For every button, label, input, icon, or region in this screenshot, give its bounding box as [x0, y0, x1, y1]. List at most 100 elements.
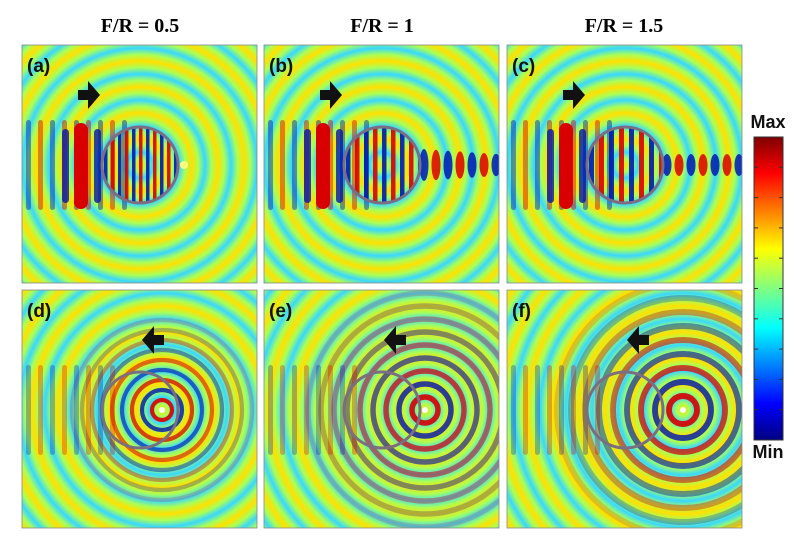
wave-ring	[383, 368, 467, 452]
source	[159, 407, 165, 413]
wave-stripe	[511, 120, 516, 210]
wave-ring	[652, 379, 714, 441]
panel-frame	[506, 44, 743, 284]
panel-label: (c)	[512, 56, 535, 77]
lens-outline	[100, 370, 180, 450]
wave-stripe	[74, 123, 88, 209]
wave-stripe	[511, 365, 516, 455]
wave-beam	[734, 154, 742, 176]
arrow	[563, 81, 585, 109]
wave-stripe	[535, 120, 540, 210]
wave-stripe	[174, 127, 178, 203]
wave-stripe	[547, 129, 554, 203]
lens-outline	[342, 125, 422, 205]
wave-stripe	[391, 127, 396, 203]
wave-stripe	[355, 127, 360, 203]
wave-stripe	[649, 127, 654, 203]
wave-stripe	[146, 127, 150, 203]
wave-beam	[467, 152, 477, 178]
panel: (d)	[22, 290, 257, 528]
wave-ring	[109, 357, 215, 463]
wave-stripe	[409, 127, 414, 203]
arrow	[142, 326, 164, 354]
wave-stripe	[74, 365, 79, 455]
panel-frame	[263, 289, 500, 529]
wave-stripe	[336, 129, 343, 203]
panel-label: (d)	[27, 301, 51, 322]
column-title: F/R = 0.5	[101, 15, 180, 37]
wave-ring	[79, 327, 245, 493]
colorbar-min: Min	[753, 442, 784, 462]
panel-frame	[21, 44, 258, 284]
wave-stripe	[595, 120, 600, 210]
arrow	[78, 81, 100, 109]
wave-stripe	[110, 365, 115, 455]
wave-beam	[491, 153, 499, 177]
panels: (a) (b) (c) (d) (e) (f)	[21, 44, 743, 529]
wave-stripe	[304, 129, 311, 203]
panel-frame	[506, 289, 743, 529]
wave-stripe	[167, 127, 171, 203]
wave-beam	[686, 154, 696, 176]
wave-beam	[698, 154, 708, 176]
wave-ring	[409, 394, 441, 426]
wave-ring	[149, 397, 175, 423]
wave-stripe	[132, 127, 136, 203]
wave-ring	[331, 316, 499, 504]
panel: (f)	[507, 290, 742, 528]
wave-ring	[357, 342, 493, 478]
wave-stripe	[268, 120, 273, 210]
panel-label: (b)	[269, 56, 293, 77]
wave-stripe	[26, 120, 31, 210]
wave-stripe	[139, 127, 143, 203]
wave-stripe	[364, 127, 369, 203]
lens-outline	[585, 125, 665, 205]
wave-stripe	[595, 365, 600, 455]
arrow	[384, 326, 406, 354]
wave-ring	[318, 303, 499, 517]
wave-stripe	[50, 365, 55, 455]
wave-stripe	[153, 127, 157, 203]
arrow	[320, 81, 342, 109]
wave-stripe	[38, 120, 43, 210]
wave-ring	[554, 290, 742, 528]
wave-stripe	[94, 129, 101, 203]
wave-stripe	[268, 365, 273, 455]
source	[422, 407, 428, 413]
wave-stripe	[629, 127, 634, 203]
colorbar-max: Max	[750, 112, 785, 132]
wave-stripe	[559, 123, 573, 209]
wave-ring	[596, 323, 742, 497]
wave-ring	[666, 393, 700, 427]
wave-beam	[722, 154, 732, 176]
wave-stripe	[38, 365, 43, 455]
lens-field	[104, 127, 178, 203]
wave-stripe	[160, 127, 164, 203]
wave-stripe	[346, 127, 351, 203]
wave-stripe	[26, 365, 31, 455]
wave-beam	[419, 149, 429, 181]
column-title: F/R = 1.5	[585, 15, 664, 37]
panel-label: (f)	[512, 301, 531, 322]
wave-stripe	[400, 127, 405, 203]
wave-stripe	[62, 365, 67, 455]
panel: (c)	[507, 45, 742, 283]
wave-stripe	[292, 120, 297, 210]
wave-ring	[305, 290, 499, 528]
wave-beam	[479, 153, 489, 177]
wave-stripe	[523, 120, 528, 210]
wave-stripe	[104, 127, 108, 203]
wave-stripe	[118, 127, 122, 203]
panel-label: (a)	[27, 56, 50, 77]
lens-outline	[585, 370, 665, 450]
wave-stripe	[86, 365, 91, 455]
wave-stripe	[328, 365, 333, 455]
wave-stripe	[316, 123, 330, 209]
wave-stripe	[111, 127, 115, 203]
wave-ring	[119, 367, 205, 453]
panel: (e)	[264, 290, 499, 528]
field	[22, 290, 257, 528]
wave-ring	[370, 355, 480, 465]
colorbar	[753, 136, 784, 441]
